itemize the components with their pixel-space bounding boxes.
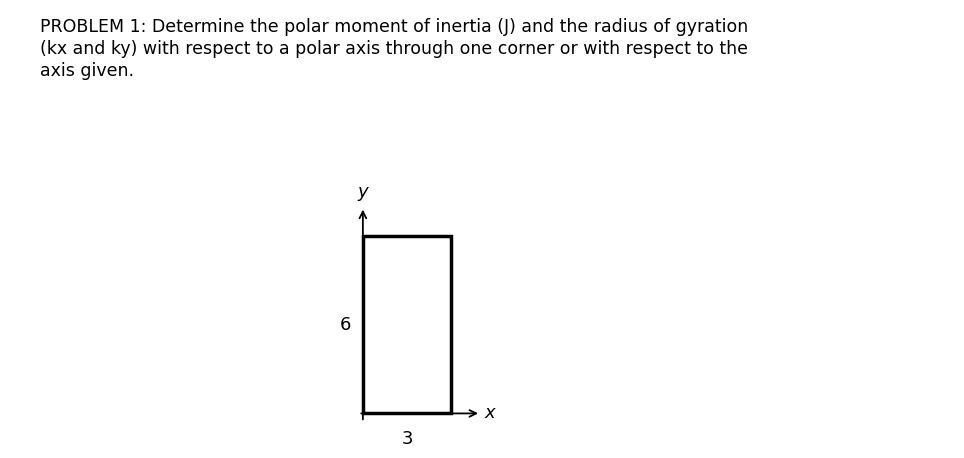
Text: PROBLEM 1: Determine the polar moment of inertia (J) and the radius of gyration: PROBLEM 1: Determine the polar moment of… (40, 18, 748, 36)
Text: axis given.: axis given. (40, 62, 134, 80)
Bar (362, 236, 451, 414)
Text: y: y (358, 184, 368, 202)
Text: 3: 3 (401, 430, 413, 447)
Text: 6: 6 (339, 316, 351, 334)
Text: x: x (485, 404, 495, 422)
Text: (kx and ky) with respect to a polar axis through one corner or with respect to t: (kx and ky) with respect to a polar axis… (40, 40, 748, 58)
